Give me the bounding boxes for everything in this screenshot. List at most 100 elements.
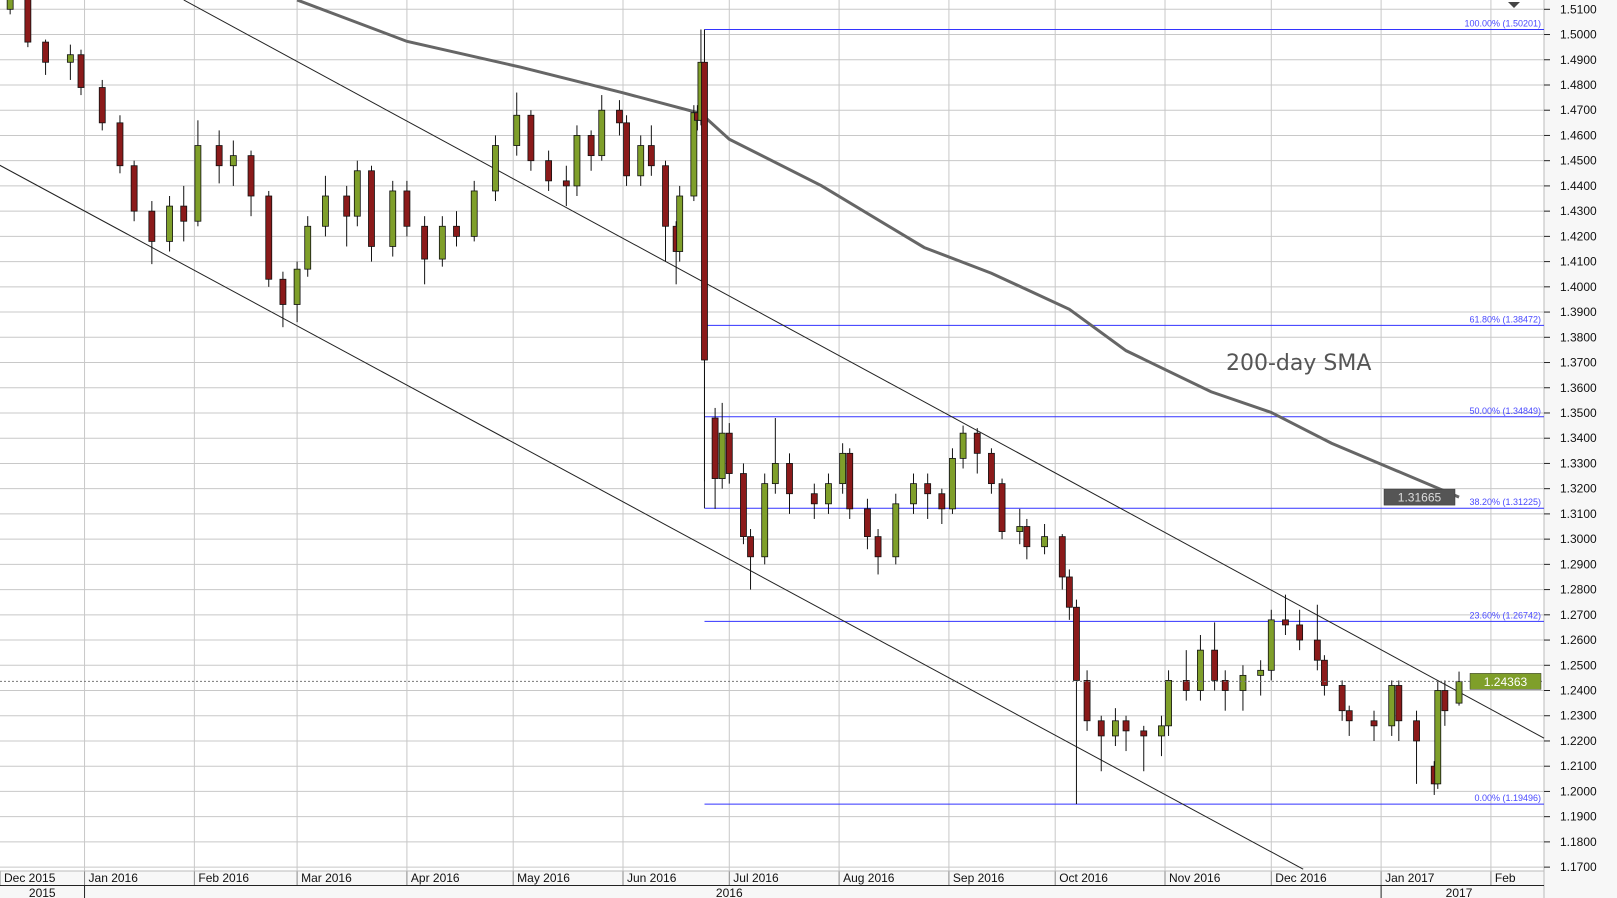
plot-background (0, 0, 1544, 871)
price-tag-label: 1.31665 (1398, 491, 1442, 505)
candle-down (1441, 690, 1449, 712)
candle-down (1370, 720, 1378, 727)
candle-down (1058, 536, 1066, 578)
trendline (0, 164, 1304, 870)
candle-down (740, 473, 747, 538)
y-tick-label: 1.4400 (1560, 179, 1597, 193)
candle-down (874, 536, 882, 558)
price-tag-label: 1.24363 (1484, 675, 1528, 689)
scroll-arrow-icon[interactable] (1508, 2, 1520, 8)
candle-up (959, 432, 967, 459)
y-tick-label: 1.3600 (1560, 381, 1597, 395)
x-tick-label: Jan 2017 (1385, 871, 1435, 885)
y-tick-label: 1.4000 (1560, 280, 1597, 294)
x-tick-label: Dec 2015 (4, 871, 56, 885)
candle-down (215, 145, 223, 167)
candle-down (662, 165, 669, 227)
x-tick-label: Feb 2016 (198, 871, 249, 885)
candle-down (973, 432, 981, 454)
sma-label: 200-day SMA (1226, 351, 1371, 376)
sma-200-path (296, 0, 1460, 499)
x-tick-label: Jun 2016 (627, 871, 677, 885)
x-tick-label: Aug 2016 (843, 871, 895, 885)
x-tick-label: Apr 2016 (411, 871, 460, 885)
candle-down (924, 483, 932, 495)
candle-up (513, 114, 521, 146)
y-tick-label: 1.3000 (1560, 532, 1597, 546)
candle-down (77, 54, 85, 88)
price-tag-sma (1383, 488, 1456, 506)
candle-down (42, 41, 49, 63)
x-tick-label: Sep 2016 (953, 871, 1005, 885)
candle-up (1158, 725, 1165, 737)
candle-down (1065, 576, 1073, 608)
candle-down (24, 0, 32, 43)
candle-down (343, 195, 351, 217)
y-tick-label: 1.1800 (1560, 835, 1597, 849)
y-tick-label: 1.3100 (1560, 507, 1597, 521)
candle-up (949, 457, 956, 510)
candle-down (864, 508, 871, 538)
y-tick-label: 1.3900 (1560, 305, 1597, 319)
candle-down (623, 122, 630, 177)
candle-down (453, 225, 460, 237)
y-tick-label: 1.4700 (1560, 103, 1597, 117)
price-axis-background (1544, 0, 1617, 898)
y-tick-label: 1.4100 (1560, 255, 1597, 269)
candle-up (1267, 619, 1275, 671)
candle-up (1041, 536, 1048, 548)
x-tick-label: Jul 2016 (733, 871, 779, 885)
time-axis[interactable]: Dec 2015 Jan 2016 Feb 2016 Mar 2016 Apr 2016… (0, 870, 1544, 898)
y-tick-label: 1.2500 (1560, 658, 1597, 672)
candle-up (1112, 720, 1119, 737)
candle-down (98, 87, 106, 124)
fib-level-label: 38.20% (1.31225) (1469, 497, 1541, 507)
candle-up (194, 145, 202, 222)
y-tick-label: 1.2600 (1560, 633, 1597, 647)
candle-up (322, 195, 329, 227)
candle-down (116, 122, 124, 167)
candle-down (1221, 680, 1229, 691)
candle-down (1182, 680, 1190, 691)
candle-down (725, 432, 733, 474)
candle-up (470, 190, 478, 237)
candle-up (389, 190, 397, 247)
y-tick-label: 1.4500 (1560, 154, 1597, 168)
candle-up (910, 483, 917, 505)
x-tick-label: Dec 2016 (1275, 871, 1327, 885)
y-tick-label: 1.2700 (1560, 608, 1597, 622)
candle-down (747, 536, 754, 558)
fib-level-label: 61.80% (1.38472) (1469, 314, 1541, 324)
candle-down (148, 210, 156, 242)
candle-down (562, 180, 570, 187)
y-tick-label: 1.1700 (1560, 860, 1597, 874)
candle-down (786, 463, 793, 495)
candle-up (1165, 680, 1172, 727)
sma-200-line (296, 0, 1460, 499)
fib-level-label: 23.60% (1.26742) (1469, 610, 1541, 620)
candle-down (1395, 685, 1403, 722)
candle-down (130, 165, 138, 212)
y-tick-label: 1.3400 (1560, 431, 1597, 445)
candle-up (598, 109, 606, 157)
candle-down (1083, 680, 1091, 722)
candle-up (438, 225, 446, 260)
candle-up (825, 483, 832, 505)
y-tick-label: 1.3200 (1560, 482, 1597, 496)
candle-up (1239, 674, 1247, 691)
price-tags: 1.31665 1.24363 (0, 488, 1544, 690)
candle-up (293, 268, 301, 305)
candle-up (353, 170, 361, 217)
price-axis[interactable]: 1.5100 1.5000 1.4900 1.4800 1.4700 1.4600 1.45… (1544, 2, 1597, 874)
candle-down (368, 170, 375, 247)
candle-up (690, 112, 698, 197)
candle-down (1282, 619, 1289, 626)
y-tick-label: 1.4800 (1560, 78, 1597, 92)
candle-up (1388, 685, 1396, 727)
year-label: 2015 (29, 886, 56, 898)
candle-down (616, 109, 623, 124)
candle-up (892, 503, 900, 558)
y-tick-label: 1.2900 (1560, 557, 1597, 571)
candle-down (647, 145, 655, 167)
year-label: 2016 (716, 886, 743, 898)
